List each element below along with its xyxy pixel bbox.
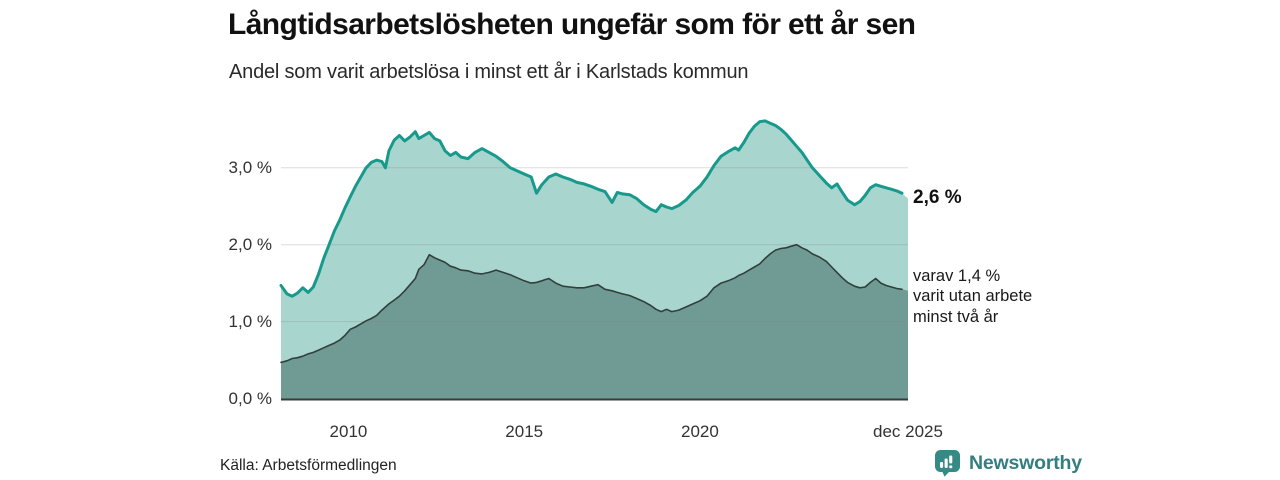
y-tick-label: 1,0 % — [228, 311, 272, 331]
x-tick-label: 2015 — [505, 422, 544, 441]
y-tick-label: 2,0 % — [228, 234, 272, 254]
newsworthy-icon — [935, 450, 960, 477]
series2-annotation: varav 1,4 % varit utan arbete minst två … — [913, 266, 1032, 328]
annotation-line: minst två år — [913, 307, 999, 326]
series-line-1 — [279, 119, 904, 298]
series1-end-value-label: 2,6 % — [913, 186, 962, 208]
y-tick-label: 3,0 % — [228, 157, 272, 177]
brand-name: Newsworthy — [969, 451, 1082, 474]
page-title: Långtidsarbetslösheten ungefär som för e… — [228, 8, 916, 41]
area-fill-2 — [281, 244, 908, 399]
x-tick-label: dec 2025 — [873, 422, 943, 441]
x-tick-label: 2010 — [329, 422, 368, 441]
annotation-line: varav 1,4 % — [913, 266, 1001, 285]
chart-subtitle: Andel som varit arbetslösa i minst ett å… — [229, 61, 749, 83]
source-credit: Källa: Arbetsförmedlingen — [220, 457, 397, 474]
series-line-2 — [280, 243, 903, 364]
x-tick-label: 2020 — [681, 422, 719, 441]
brand-logo: Newsworthy — [934, 449, 1082, 477]
annotation-line: varit utan arbete — [913, 287, 1033, 306]
y-tick-label: 0,0 % — [228, 388, 272, 408]
